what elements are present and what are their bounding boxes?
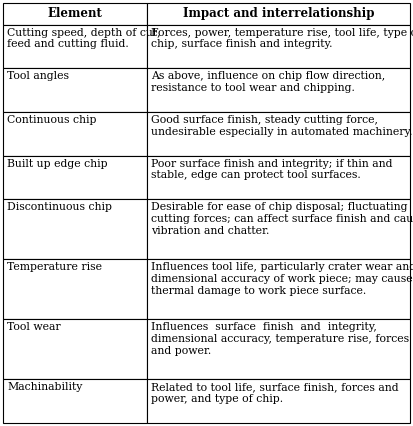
- Text: Cutting speed, depth of cut,
feed and cutting fluid.: Cutting speed, depth of cut, feed and cu…: [7, 28, 161, 49]
- Text: Forces, power, temperature rise, tool life, type of
chip, surface finish and int: Forces, power, temperature rise, tool li…: [152, 28, 413, 49]
- Bar: [147, 156, 410, 199]
- Bar: [147, 199, 410, 259]
- Bar: [147, 3, 410, 25]
- Text: As above, influence on chip flow direction,
resistance to tool wear and chipping: As above, influence on chip flow directi…: [152, 72, 386, 93]
- Text: Influences tool life, particularly crater wear and
dimensional accuracy of work : Influences tool life, particularly crate…: [152, 262, 413, 296]
- Bar: [147, 320, 410, 380]
- Bar: [147, 25, 410, 69]
- Bar: [3, 199, 147, 259]
- Text: Impact and interrelationship: Impact and interrelationship: [183, 7, 375, 20]
- Text: Temperature rise: Temperature rise: [7, 262, 102, 272]
- Text: Built up edge chip: Built up edge chip: [7, 159, 108, 169]
- Text: Poor surface finish and integrity; if thin and
stable, edge can protect tool sur: Poor surface finish and integrity; if th…: [152, 159, 393, 180]
- Bar: [3, 25, 147, 69]
- Text: Tool wear: Tool wear: [7, 322, 61, 332]
- Bar: [3, 156, 147, 199]
- Bar: [3, 320, 147, 380]
- Text: Related to tool life, surface finish, forces and
power, and type of chip.: Related to tool life, surface finish, fo…: [152, 383, 399, 404]
- Bar: [3, 380, 147, 423]
- Text: Influences  surface  finish  and  integrity,
dimensional accuracy, temperature r: Influences surface finish and integrity,…: [152, 322, 410, 356]
- Text: Desirable for ease of chip disposal; fluctuating
cutting forces; can affect surf: Desirable for ease of chip disposal; flu…: [152, 202, 413, 236]
- Bar: [147, 112, 410, 156]
- Bar: [3, 259, 147, 320]
- Bar: [3, 69, 147, 112]
- Text: Good surface finish, steady cutting force,
undesirable especially in automated m: Good surface finish, steady cutting forc…: [152, 115, 413, 137]
- Text: Discontinuous chip: Discontinuous chip: [7, 202, 112, 213]
- Text: Element: Element: [48, 7, 103, 20]
- Bar: [147, 380, 410, 423]
- Text: Continuous chip: Continuous chip: [7, 115, 97, 125]
- Bar: [3, 3, 147, 25]
- Bar: [3, 112, 147, 156]
- Text: Machinability: Machinability: [7, 383, 82, 392]
- Bar: [147, 259, 410, 320]
- Text: Tool angles: Tool angles: [7, 72, 69, 81]
- Bar: [147, 69, 410, 112]
